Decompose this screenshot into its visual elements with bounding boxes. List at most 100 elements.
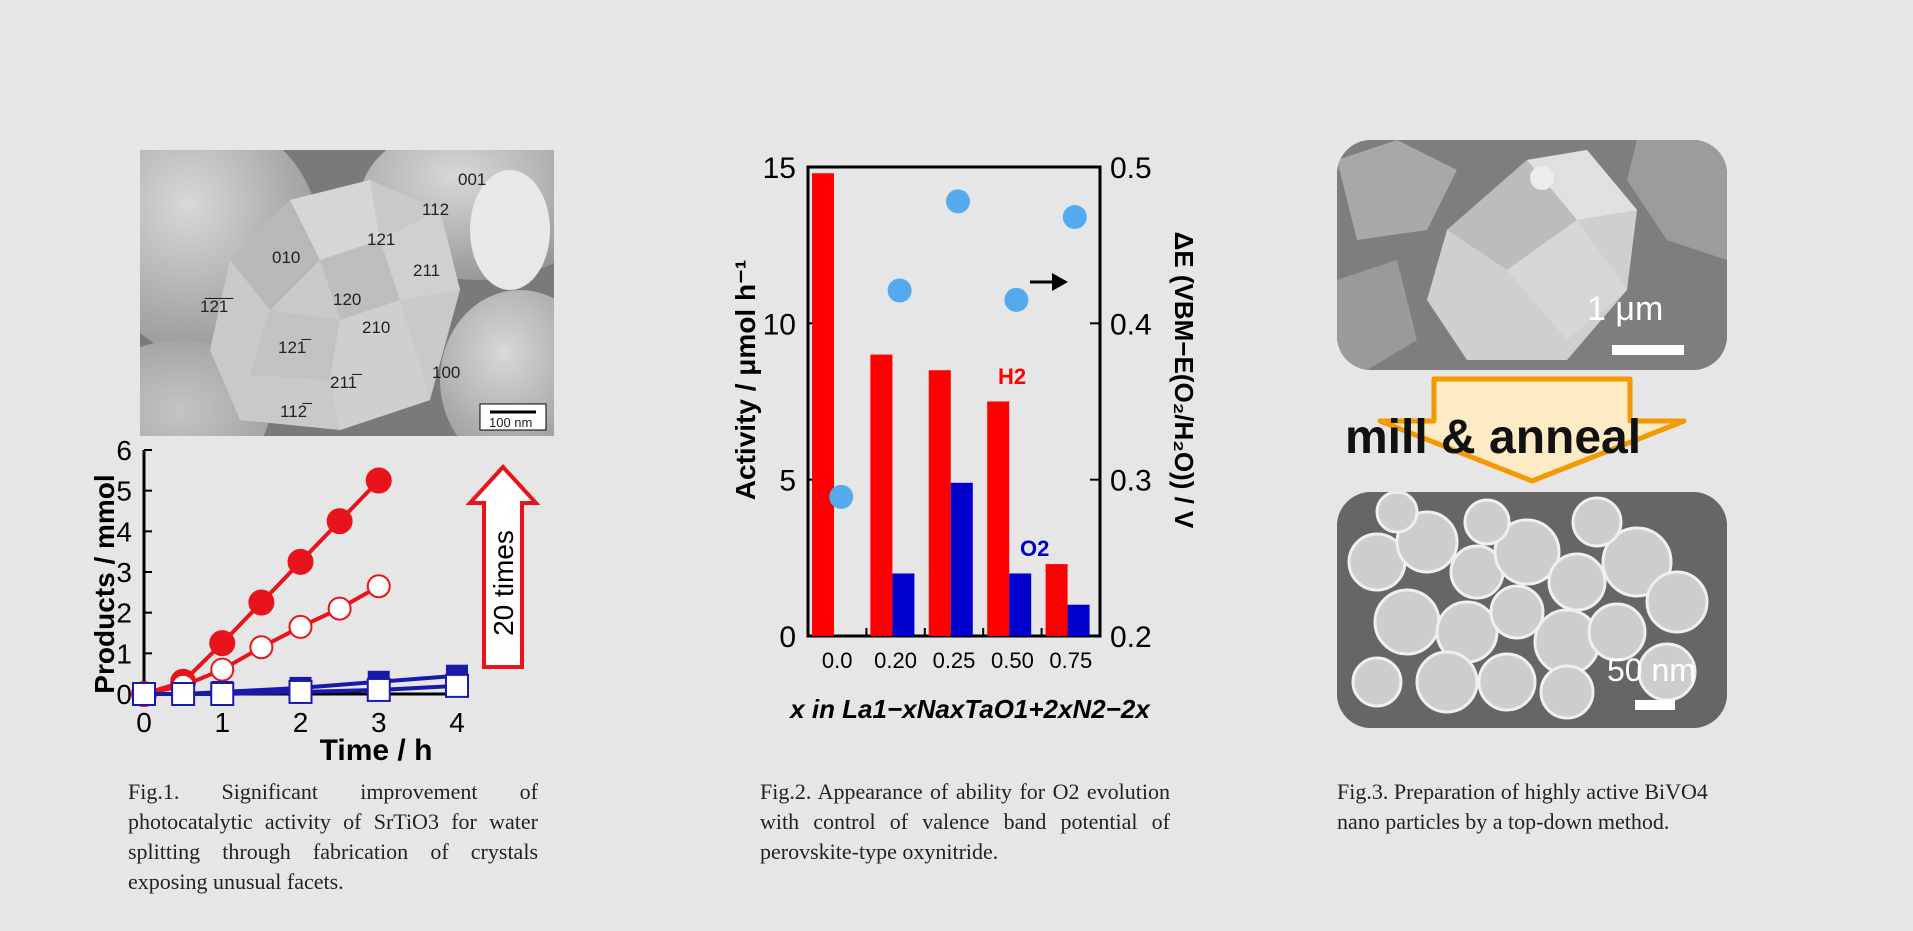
y-tick-label: 0 xyxy=(779,621,796,654)
x-tick-label: 2 xyxy=(293,707,309,738)
y-right-tick-label: 0.3 xyxy=(1110,465,1152,498)
x-tick-label: 0.0 xyxy=(822,648,853,673)
bulk-crystal-illustration xyxy=(1337,140,1727,370)
scale-bar-label: 100 nm xyxy=(489,415,533,430)
facet-label: 010 xyxy=(272,248,301,267)
bar xyxy=(892,573,915,636)
facet-label: 112 xyxy=(422,200,450,219)
facet-label: 100 xyxy=(432,363,461,382)
y-tick-label: 1 xyxy=(116,638,132,669)
caption-text: Fig.1. Significant improvement of photoc… xyxy=(128,779,538,894)
facet-label: 001 xyxy=(458,170,487,189)
scale-bar xyxy=(1635,700,1675,710)
nanoparticle xyxy=(1601,526,1673,598)
data-point xyxy=(1004,287,1029,312)
x-tick-label: 0.75 xyxy=(1049,648,1092,673)
nanoparticle xyxy=(1539,664,1595,720)
data-point xyxy=(249,635,274,660)
data-point xyxy=(210,682,235,706)
data-point xyxy=(829,484,854,509)
sem-image-srtio3: 001 112 121 010 211 1̅2̅1̅ 120 210 121̅ … xyxy=(140,150,554,436)
data-point xyxy=(327,596,352,621)
data-point xyxy=(887,278,912,303)
sem-crystal-illustration xyxy=(140,150,554,436)
data-point xyxy=(209,630,236,657)
data-point xyxy=(366,677,391,702)
x-axis-title: x in La1−xNaxTaO1+2xN2−2x xyxy=(788,694,1151,724)
bar xyxy=(1067,604,1090,636)
bar xyxy=(870,354,893,636)
data-point xyxy=(326,508,353,535)
right-axis-arrow xyxy=(1030,273,1068,291)
x-tick-label: 0 xyxy=(136,707,152,738)
y-tick-label: 10 xyxy=(763,308,796,341)
data-point xyxy=(171,682,196,706)
bar xyxy=(928,370,951,636)
fig1-chart: 0 1 2 3 4 0 1 2 3 4 5 6 Time / h Products / mmol 20… xyxy=(89,440,541,767)
y-tick-label: 5 xyxy=(116,476,132,507)
x-tick-label: 3 xyxy=(371,707,387,738)
y-tick-label: 6 xyxy=(116,440,132,466)
y-tick-label: 2 xyxy=(116,598,132,629)
y-tick-label: 5 xyxy=(779,465,796,498)
bar xyxy=(987,401,1010,636)
nanoparticle xyxy=(1587,602,1647,662)
fig2-caption: Fig.2. Appearance of ability for O2 evol… xyxy=(760,777,1170,867)
nanoparticle xyxy=(1373,588,1441,656)
y-right-tick-label: 0.4 xyxy=(1110,308,1152,341)
nanoparticle xyxy=(1493,518,1561,586)
data-point xyxy=(210,657,235,682)
twenty-times-arrow: 20 times xyxy=(465,464,541,669)
y-right-tick-label: 0.5 xyxy=(1110,152,1152,185)
facet-label: 1̅2̅1̅ xyxy=(200,297,229,316)
bar xyxy=(1009,573,1032,636)
nanoparticle xyxy=(1463,498,1511,546)
caption-text: Fig.3. Preparation of highly active BiVO… xyxy=(1337,779,1708,834)
caption-text: Fig.2. Appearance of ability for O2 evol… xyxy=(760,779,1170,864)
y-tick-label: 15 xyxy=(763,152,796,185)
facet-label: 120 xyxy=(333,290,362,309)
nanoparticle xyxy=(1489,584,1545,640)
data-point xyxy=(288,614,313,639)
fig3-caption: Fig.3. Preparation of highly active BiVO… xyxy=(1337,777,1747,837)
facet-label: 121̅ xyxy=(278,338,307,357)
x-tick-label: 4 xyxy=(449,707,465,738)
y-tick-label: 0 xyxy=(116,679,132,710)
nanoparticle xyxy=(1415,650,1479,714)
nanoparticle xyxy=(1571,496,1623,548)
fig1-caption: Fig.1. Significant improvement of photoc… xyxy=(128,777,538,897)
bar xyxy=(812,173,834,636)
y-axis-title: Products / mmol xyxy=(89,474,120,693)
data-point xyxy=(365,467,392,494)
y-tick-label: 4 xyxy=(116,516,132,547)
y-tick-label: 3 xyxy=(116,557,132,588)
nanoparticle xyxy=(1375,492,1419,534)
y-axis-title: Activity / μmol h⁻¹ xyxy=(730,260,761,500)
facet-label: 210 xyxy=(362,318,391,337)
nano-particles-illustration xyxy=(1337,492,1727,728)
data-point xyxy=(248,589,275,616)
series-label-h2: H2 xyxy=(998,364,1026,389)
fig2-chart: 0 5 10 15 0.2 0.3 0.4 0.5 0.0 0.20 0.25 0.50 0.75 Ac… xyxy=(730,152,1199,724)
nanoparticle xyxy=(1351,656,1403,708)
arrow-annotation: 20 times xyxy=(488,530,519,636)
y-right-tick-label: 0.2 xyxy=(1110,621,1152,654)
data-point xyxy=(366,574,391,599)
data-point xyxy=(132,682,156,706)
down-arrow xyxy=(1377,376,1687,484)
data-point xyxy=(287,548,314,575)
sem-image-bivo4-before: 1 μm xyxy=(1337,140,1727,370)
x-tick-label: 0.25 xyxy=(933,648,976,673)
facet-label: 211̅ xyxy=(330,373,358,392)
bar xyxy=(1045,564,1068,636)
data-point xyxy=(288,679,313,704)
data-point xyxy=(445,673,469,698)
scale-bar-label: 1 μm xyxy=(1587,290,1664,328)
facet-label: 211 xyxy=(413,261,441,280)
nanoparticle xyxy=(1477,652,1537,712)
series-label-o2: O2 xyxy=(1020,536,1049,561)
bar xyxy=(950,482,973,636)
y-axis-right-title: ΔE (VBM−E(O₂/H₂O)) / V xyxy=(1169,232,1199,529)
scale-bar-label: 50 nm xyxy=(1607,652,1696,688)
data-point xyxy=(1062,205,1087,230)
